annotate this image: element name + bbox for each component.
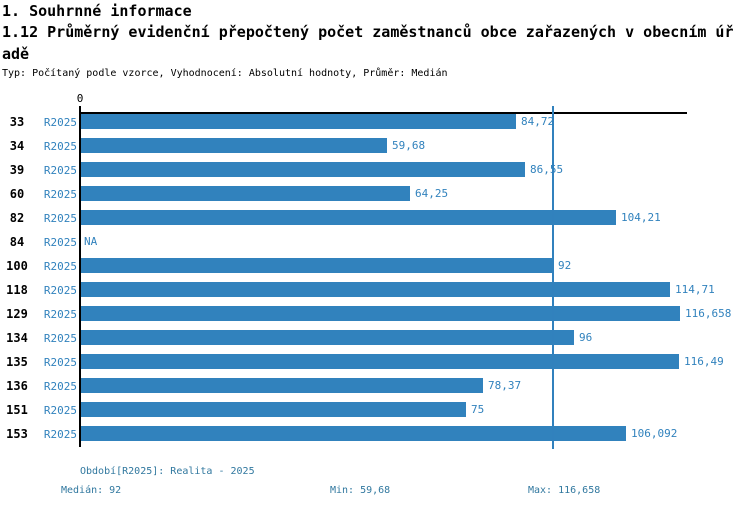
section-title: 1. Souhrnné informace [2, 2, 192, 20]
zero-tick [79, 106, 81, 112]
x-axis-line [79, 112, 687, 114]
bar-value-label: 75 [471, 403, 485, 416]
row-series-label: R2025 [43, 332, 77, 345]
row-category-label: 82 [9, 211, 25, 225]
row-category-label: 135 [6, 355, 28, 369]
row-series-label: R2025 [43, 404, 77, 417]
bar-value-label: 114,71 [675, 283, 715, 296]
row-category-label: 34 [9, 139, 25, 153]
row-category-label: 39 [9, 163, 25, 177]
bar [81, 402, 466, 417]
row-series-label: R2025 [43, 380, 77, 393]
row-category-label: 153 [6, 427, 28, 441]
row-series-label: R2025 [43, 116, 77, 129]
bar-value-label: 86,55 [530, 163, 564, 176]
bar-value-label: 106,092 [631, 427, 678, 440]
row-series-label: R2025 [43, 428, 77, 441]
bar [81, 426, 626, 441]
row-series-label: R2025 [43, 164, 77, 177]
bar [81, 138, 387, 153]
row-series-label: R2025 [43, 260, 77, 273]
bar [81, 306, 680, 321]
bar [81, 282, 670, 297]
bar [81, 114, 516, 129]
bar-value-label: 92 [558, 259, 572, 272]
bar-value-label: 64,25 [415, 187, 449, 200]
row-category-label: 134 [6, 331, 28, 345]
row-series-label: R2025 [43, 308, 77, 321]
row-series-label: R2025 [43, 212, 77, 225]
row-category-label: 136 [6, 379, 28, 393]
bar-value-label: 116,49 [684, 355, 724, 368]
bar [81, 354, 679, 369]
bar-value-label: 96 [579, 331, 593, 344]
row-series-label: R2025 [43, 284, 77, 297]
row-category-label: 129 [6, 307, 28, 321]
bar-value-label: 104,21 [621, 211, 661, 224]
row-category-label: 60 [9, 187, 25, 201]
y-axis-line [79, 112, 81, 447]
chart-title: 1.12 Průměrný evidenční přepočtený počet… [2, 23, 734, 63]
median-reference-line-overlay [552, 106, 554, 449]
footer-min: Min: 59,68 [330, 485, 391, 496]
bar-value-label: 84,72 [521, 115, 555, 128]
bar-na-label: NA [84, 235, 98, 248]
footer-median: Medián: 92 [61, 485, 122, 496]
bar [81, 210, 616, 225]
bar [81, 258, 553, 273]
bar [81, 378, 483, 393]
row-category-label: 151 [6, 403, 28, 417]
bar [81, 186, 410, 201]
row-category-label: 100 [6, 259, 28, 273]
bar [81, 330, 574, 345]
bar [81, 162, 525, 177]
footer-period: Období[R2025]: Realita - 2025 [80, 466, 255, 477]
bar-value-label: 116,658 [685, 307, 732, 320]
footer-max: Max: 116,658 [528, 485, 601, 496]
row-category-label: 118 [6, 283, 28, 297]
bar-value-label: 59,68 [392, 139, 426, 152]
row-series-label: R2025 [43, 356, 77, 369]
row-series-label: R2025 [43, 188, 77, 201]
zero-tick-label: 0 [76, 92, 84, 105]
row-category-label: 33 [9, 115, 25, 129]
row-series-label: R2025 [43, 236, 77, 249]
chart-meta-line: Typ: Počítaný podle vzorce, Vyhodnocení:… [2, 68, 448, 79]
row-series-label: R2025 [43, 140, 77, 153]
bar-value-label: 78,37 [488, 379, 522, 392]
row-category-label: 84 [9, 235, 25, 249]
